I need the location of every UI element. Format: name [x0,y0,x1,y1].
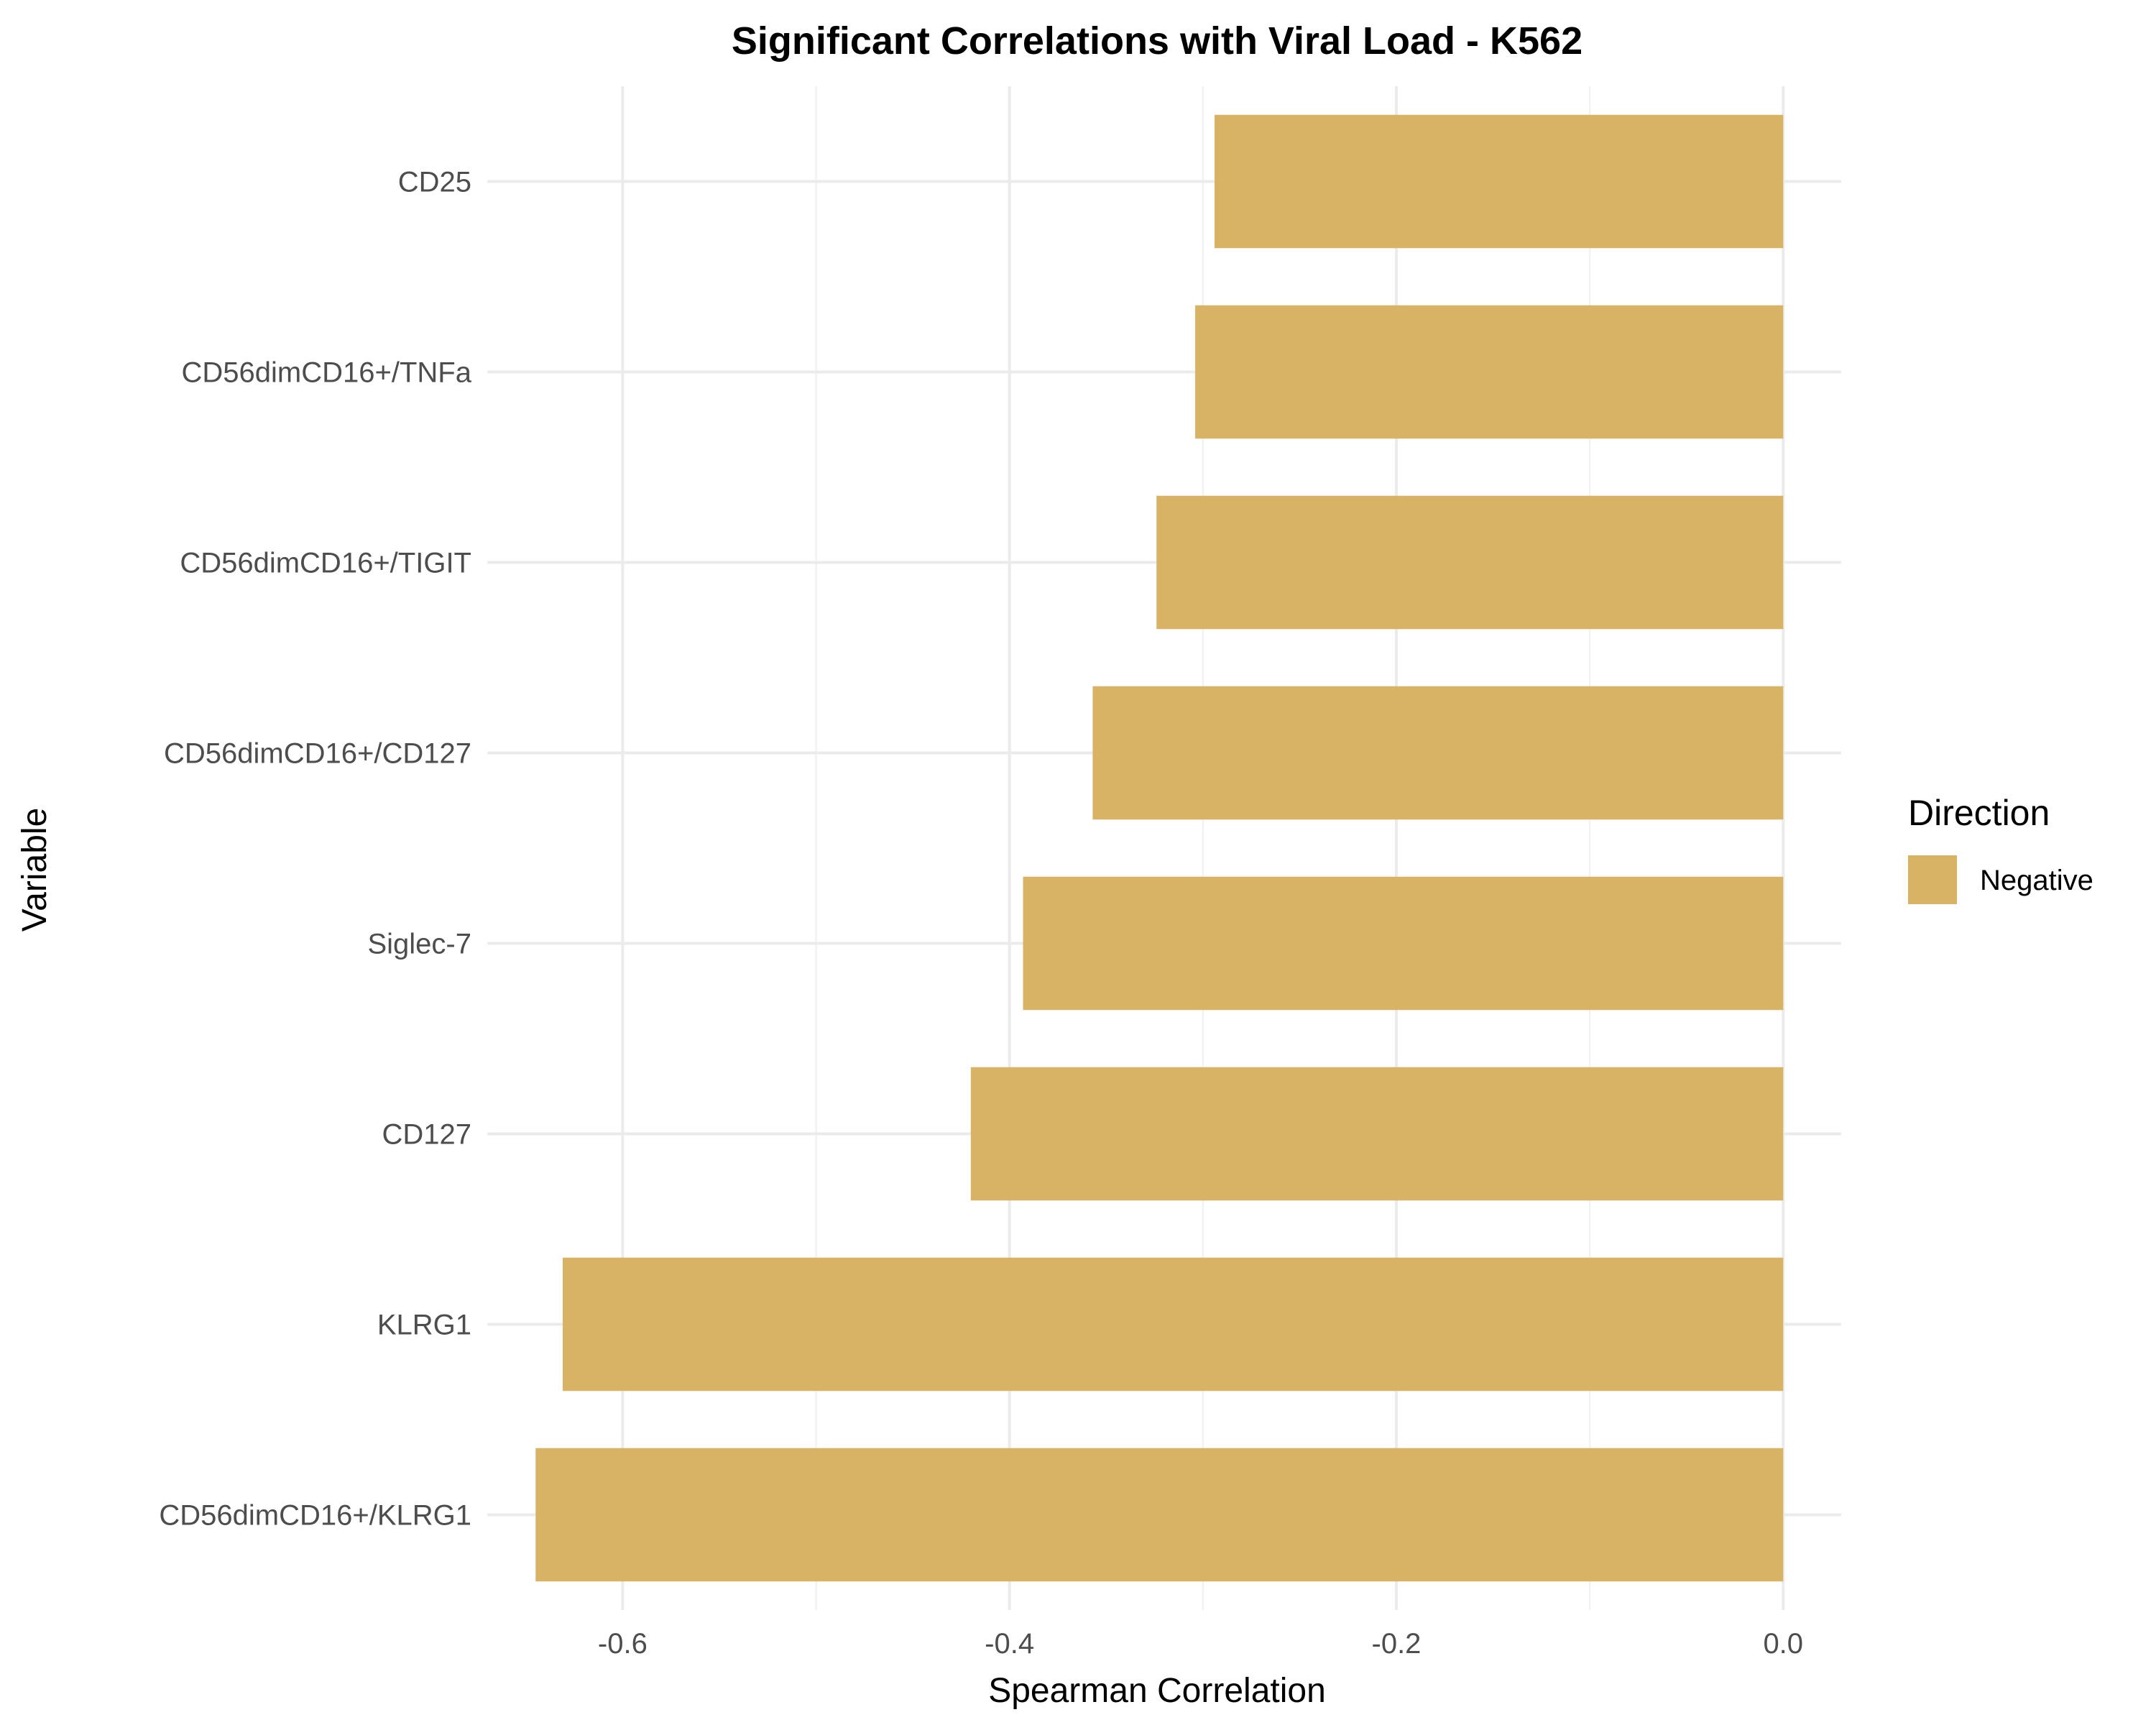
y-tick-label: KLRG1 [377,1310,471,1341]
y-tick-label: CD56dimCD16+/CD127 [164,738,471,770]
y-tick-label: CD127 [382,1119,471,1151]
bar-8 [535,1448,1784,1582]
bar-2 [1195,305,1784,439]
legend-swatch-negative [1908,855,1957,904]
bar-7 [562,1257,1784,1392]
x-axis-title: Spearman Correlation [988,1672,1326,1710]
bar-3 [1156,495,1784,630]
x-tick-labels: -0.6 -0.4 -0.2 0.0 [598,1628,1803,1660]
y-tick-label: CD56dimCD16+/TIGIT [180,548,471,579]
x-tick-label: -0.2 [1372,1628,1422,1660]
bar-4 [1092,686,1784,820]
x-tick-label: -0.6 [598,1628,648,1660]
y-axis-title: Variable [16,808,54,932]
legend-title: Direction [1908,793,2050,833]
y-tick-label: CD56dimCD16+/KLRG1 [159,1500,471,1532]
bars [535,114,1784,1582]
legend: Direction Negative [1908,793,2093,904]
x-tick-label: -0.4 [985,1628,1034,1660]
bar-1 [1214,114,1784,249]
y-tick-label: CD56dimCD16+/TNFa [182,357,472,389]
x-tick-label: 0.0 [1763,1628,1803,1660]
y-tick-label: CD25 [398,167,471,198]
bar-6 [970,1067,1784,1201]
y-tick-label: Siglec-7 [367,929,471,960]
bar-5 [1023,876,1784,1011]
y-tick-labels: CD25 CD56dimCD16+/TNFa CD56dimCD16+/TIGIT C… [159,167,471,1532]
legend-label-negative: Negative [1980,865,2093,896]
chart-title: Significant Correlations with Viral Load… [732,19,1583,63]
